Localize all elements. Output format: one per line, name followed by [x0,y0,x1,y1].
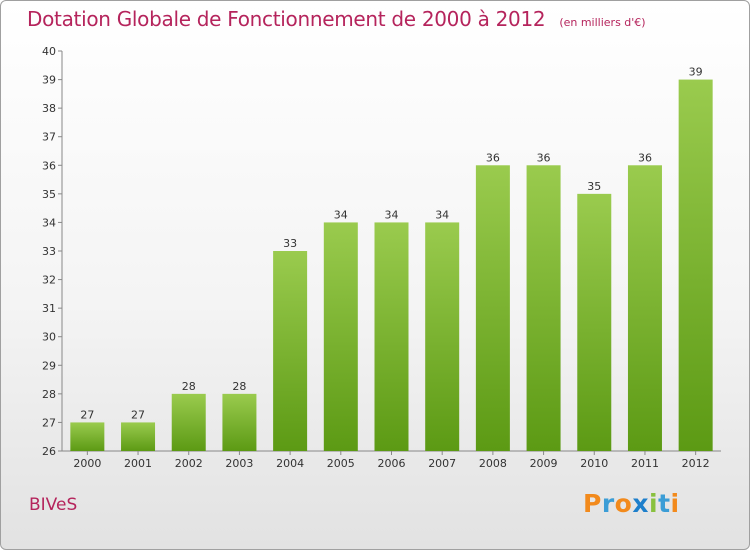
bar-value-label: 34 [435,208,449,221]
y-tick-label: 36 [42,159,56,172]
bar-value-label: 28 [232,380,246,393]
bar [70,422,105,451]
x-tick-label: 2012 [682,457,710,470]
bar [678,79,713,452]
chart-unit: (en milliers d'€) [559,16,646,29]
bar-value-label: 39 [689,66,703,79]
bar [374,222,409,451]
x-tick-label: 2007 [428,457,456,470]
bar [475,165,510,452]
logo-letter: P [583,489,602,518]
y-tick-label: 37 [42,131,56,144]
bar-value-label: 33 [283,237,297,250]
logo-letter: r [601,489,615,518]
bar [323,222,358,451]
bar-value-label: 36 [537,151,551,164]
bar [273,251,308,451]
y-tick-label: 28 [42,388,56,401]
x-tick-label: 2000 [73,457,101,470]
logo-letter: t [658,489,671,518]
x-tick-label: 2003 [225,457,253,470]
logo-letter: o [614,489,633,518]
bar [577,193,612,451]
x-tick-label: 2002 [175,457,203,470]
x-tick-label: 2004 [276,457,304,470]
bar [171,393,206,451]
bar [222,393,257,451]
bar-value-label: 34 [334,208,348,221]
y-tick-label: 40 [42,45,56,58]
y-tick-label: 35 [42,188,56,201]
chart-title-block: Dotation Globale de Fonctionnement de 20… [27,7,646,31]
bar-value-label: 34 [385,208,399,221]
bar [526,165,561,452]
logo-letter: x [632,489,649,518]
x-tick-label: 2010 [580,457,608,470]
y-tick-label: 32 [42,274,56,287]
chart-title: Dotation Globale de Fonctionnement de 20… [27,7,546,31]
y-tick-label: 34 [42,216,56,229]
y-tick-label: 33 [42,245,56,258]
town-name: BIVeS [29,495,78,515]
y-tick-label: 38 [42,102,56,115]
x-tick-label: 2001 [124,457,152,470]
y-tick-label: 29 [42,359,56,372]
bar-value-label: 36 [486,151,500,164]
x-tick-label: 2006 [378,457,406,470]
y-tick-label: 26 [42,445,56,458]
y-tick-label: 27 [42,416,56,429]
bar-value-label: 36 [638,151,652,164]
bar-value-label: 27 [80,408,94,421]
x-tick-label: 2011 [631,457,659,470]
bar [627,165,662,452]
bar [425,222,460,451]
bar [121,422,156,451]
y-tick-label: 39 [42,74,56,87]
x-tick-label: 2005 [327,457,355,470]
bar-value-label: 27 [131,408,145,421]
logo-letter: i [670,489,680,518]
y-tick-label: 30 [42,331,56,344]
x-tick-label: 2008 [479,457,507,470]
bar-value-label: 35 [587,180,601,193]
x-tick-label: 2009 [530,457,558,470]
bar-value-label: 28 [182,380,196,393]
y-tick-label: 31 [42,302,56,315]
proxiti-logo[interactable]: Proxiti [583,489,680,518]
logo-letter: i [649,489,659,518]
